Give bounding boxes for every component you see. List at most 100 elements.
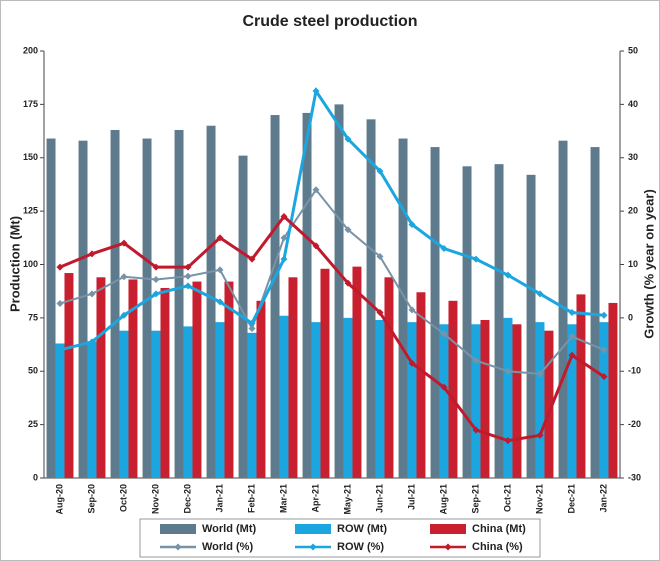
bar <box>46 138 56 478</box>
point <box>152 290 160 298</box>
legend-swatch <box>160 524 196 534</box>
x-tick-label: Jan-22 <box>598 484 608 513</box>
bar <box>608 302 618 478</box>
bar <box>535 322 545 478</box>
bar <box>512 324 522 478</box>
x-tick-label: Jan-21 <box>214 484 224 513</box>
y2-tick-label: 40 <box>628 99 638 109</box>
y-tick-label: 100 <box>23 259 38 269</box>
x-tick-label: Oct-21 <box>502 484 512 512</box>
bar <box>311 322 321 478</box>
bar <box>384 277 394 478</box>
point <box>568 351 576 359</box>
x-tick-label: Mar-21 <box>278 484 288 513</box>
point <box>376 252 384 260</box>
bar <box>343 317 353 478</box>
bar <box>215 322 225 478</box>
point <box>120 273 128 281</box>
x-tick-label: Apr-21 <box>310 484 320 513</box>
point <box>120 311 128 319</box>
bar <box>558 140 568 479</box>
point <box>504 437 512 445</box>
bar <box>544 330 554 478</box>
bar <box>590 147 600 478</box>
bar <box>160 287 170 478</box>
line <box>59 87 605 352</box>
x-tick-label: Oct-20 <box>118 484 128 512</box>
point <box>376 167 384 175</box>
bar <box>96 277 106 478</box>
point <box>536 431 544 439</box>
bar <box>128 279 138 478</box>
point <box>184 272 192 280</box>
y2-axis-title: Growth (% year on year) <box>641 189 656 339</box>
legend-label: ROW (%) <box>337 541 384 553</box>
point <box>216 234 224 242</box>
y2-tick-label: 10 <box>628 259 638 269</box>
y2-tick-label: -10 <box>628 366 641 376</box>
bar <box>270 115 280 479</box>
y2-tick-label: 30 <box>628 152 638 162</box>
y-tick-label: 200 <box>23 45 38 55</box>
point <box>280 212 288 220</box>
bar <box>599 322 609 478</box>
point <box>312 186 320 194</box>
point <box>408 306 416 314</box>
bar <box>462 166 472 479</box>
point <box>152 263 160 271</box>
bar <box>78 140 88 479</box>
line <box>59 188 605 375</box>
legend-box <box>139 518 541 558</box>
point <box>248 319 256 327</box>
point <box>536 290 544 298</box>
point <box>56 299 64 307</box>
bar <box>110 129 120 478</box>
point <box>568 309 576 317</box>
bar <box>366 119 376 478</box>
chart-title: Crude steel production <box>242 13 417 30</box>
bar <box>448 300 458 478</box>
legend-label: China (%) <box>472 541 523 553</box>
y-tick-label: 150 <box>23 152 38 162</box>
x-tick-label: Aug-21 <box>438 484 448 515</box>
point <box>88 250 96 258</box>
bar <box>480 320 490 478</box>
point <box>504 271 512 279</box>
x-tick-label: May-21 <box>342 484 352 515</box>
point <box>216 266 224 274</box>
bar <box>206 125 216 478</box>
y-tick-label: 175 <box>23 99 38 109</box>
point <box>88 290 96 298</box>
bar <box>494 164 504 478</box>
bar <box>398 138 408 478</box>
y2-tick-label: 50 <box>628 45 638 55</box>
point <box>88 338 96 346</box>
point <box>344 135 352 143</box>
bar <box>375 320 385 478</box>
point <box>56 263 64 271</box>
bar <box>471 324 481 478</box>
bar <box>430 147 440 478</box>
bar <box>64 273 74 478</box>
bar <box>279 315 289 478</box>
bar <box>416 292 426 478</box>
bar <box>352 266 362 478</box>
bar <box>174 129 184 478</box>
point <box>408 359 416 367</box>
point <box>152 275 160 283</box>
point <box>408 220 416 228</box>
point <box>472 255 480 263</box>
legend-marker <box>174 543 182 551</box>
legend-label: China (Mt) <box>472 523 526 535</box>
point <box>376 309 384 317</box>
bar <box>576 294 586 478</box>
y2-tick-label: 20 <box>628 206 638 216</box>
point <box>600 311 608 319</box>
x-tick-label: Dec-21 <box>566 484 576 514</box>
y2-tick-label: -20 <box>628 419 641 429</box>
y2-tick-label: -30 <box>628 472 641 482</box>
bar <box>55 343 65 478</box>
point <box>600 373 608 381</box>
y-axis-title: Production (Mt) <box>7 216 22 312</box>
bar <box>183 326 193 478</box>
